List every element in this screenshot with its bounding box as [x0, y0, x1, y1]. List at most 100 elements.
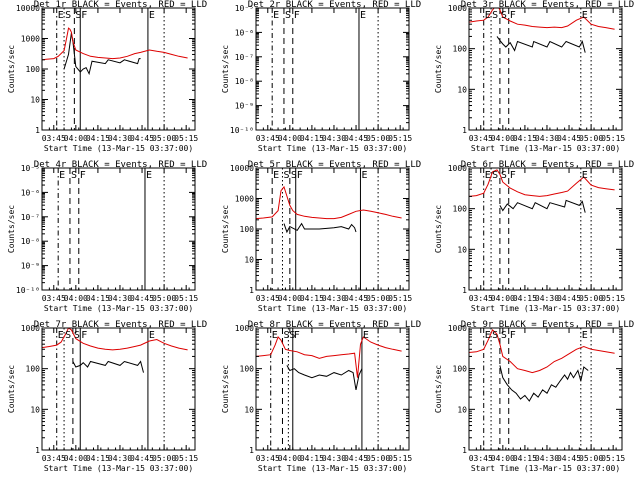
- plot-area: [256, 328, 402, 450]
- x-axis-label: Start Time (13-Mar-15 03:37:00): [44, 304, 193, 313]
- plot-frame: [255, 7, 410, 131]
- y-tick-label: 1000: [448, 4, 467, 13]
- y-axis-label: Counts/sec: [7, 45, 16, 93]
- marker-label: F: [510, 330, 516, 341]
- x-tick-label: 04:15: [86, 294, 110, 303]
- y-tick-label: 1000: [235, 195, 254, 204]
- marker-label: E: [361, 170, 367, 181]
- series-red: [256, 185, 402, 220]
- y-tick-label: 10⁻⁷: [21, 213, 40, 222]
- x-tick-label: 05:15: [601, 294, 625, 303]
- panel-title: Det 7r BLACK = Events, RED = LLD: [34, 320, 207, 330]
- x-tick-label: 05:15: [388, 454, 412, 463]
- y-axis-label: Counts/sec: [434, 45, 443, 93]
- y-tick-label: 100: [453, 205, 468, 214]
- series-red: [469, 8, 615, 30]
- x-tick-label: 04:00: [278, 454, 302, 463]
- x-tick-label: 05:15: [388, 134, 412, 143]
- y-tick-label: 1000: [235, 324, 254, 333]
- x-tick-label: 04:30: [108, 134, 132, 143]
- y-tick-label: 10⁻⁷: [235, 53, 254, 62]
- y-tick-label: 10: [30, 405, 40, 414]
- series-black: [283, 222, 357, 234]
- panel-title: Det 9r BLACK = Events, RED = LLD: [461, 320, 634, 330]
- y-tick-label: 100: [26, 365, 41, 374]
- y-tick-label: 10: [457, 85, 467, 94]
- y-tick-label: 1: [462, 286, 467, 295]
- marker-label: E: [360, 10, 366, 21]
- y-axis-label: Counts/sec: [221, 205, 230, 253]
- plot-area: [256, 168, 402, 290]
- y-tick-label: 10: [244, 256, 254, 265]
- y-tick-label: 10: [244, 405, 254, 414]
- marker-label: F: [297, 170, 303, 181]
- marker-label: S: [492, 10, 498, 21]
- x-tick-label: 05:00: [152, 134, 176, 143]
- x-tick-label: 05:15: [388, 294, 412, 303]
- x-tick-label: 04:30: [108, 454, 132, 463]
- y-tick-label: 1: [249, 446, 254, 455]
- x-tick-label: 05:00: [579, 134, 603, 143]
- y-tick-label: 10⁻¹⁰: [16, 286, 40, 295]
- plot-area: [42, 8, 188, 130]
- marker-label: S: [492, 330, 498, 341]
- x-tick-label: 04:15: [513, 134, 537, 143]
- y-tick-label: 100: [453, 365, 468, 374]
- panel-title: Det 4r BLACK = Events, RED = LLD: [34, 160, 207, 170]
- marker-label: E: [149, 10, 155, 21]
- marker-label: F: [80, 170, 86, 181]
- x-axis-label: Start Time (13-Mar-15 03:37:00): [471, 304, 620, 313]
- y-tick-label: 10⁻⁶: [235, 28, 254, 37]
- marker-label: E: [582, 170, 588, 181]
- marker-label: E: [273, 10, 279, 21]
- marker-label: S: [492, 170, 498, 181]
- plot-area: [271, 8, 379, 130]
- y-tick-label: 1: [462, 126, 467, 135]
- x-tick-label: 05:00: [579, 454, 603, 463]
- y-tick-label: 10⁻⁸: [235, 77, 254, 86]
- y-axis-label: Counts/sec: [434, 365, 443, 413]
- y-tick-label: 10000: [16, 4, 40, 13]
- plot-frame: [41, 7, 196, 131]
- x-tick-label: 04:45: [557, 454, 581, 463]
- y-tick-label: 100: [240, 365, 255, 374]
- x-tick-label: 04:15: [300, 134, 324, 143]
- marker-label: S: [283, 170, 289, 181]
- x-tick-label: 05:00: [366, 294, 390, 303]
- x-tick-label: 04:00: [64, 294, 88, 303]
- x-tick-label: 05:15: [601, 454, 625, 463]
- plot-frame: [255, 167, 410, 291]
- x-tick-label: 04:30: [322, 294, 346, 303]
- x-axis-label: Start Time (13-Mar-15 03:37:00): [471, 464, 620, 473]
- x-tick-label: 04:30: [535, 454, 559, 463]
- x-tick-label: 04:30: [535, 134, 559, 143]
- x-tick-label: 03:45: [256, 294, 280, 303]
- series-black: [63, 33, 141, 76]
- series-black: [499, 365, 589, 402]
- marker-label: E: [272, 330, 278, 341]
- x-tick-label: 04:45: [130, 294, 154, 303]
- x-tick-label: 03:45: [256, 134, 280, 143]
- x-tick-label: 04:00: [278, 134, 302, 143]
- x-tick-label: 04:00: [491, 134, 515, 143]
- plot-frame: [255, 327, 410, 451]
- x-tick-label: 04:15: [513, 294, 537, 303]
- marker-label: E: [485, 330, 491, 341]
- x-tick-label: 04:15: [300, 454, 324, 463]
- plot-area: [469, 168, 615, 290]
- x-tick-label: 04:00: [278, 294, 302, 303]
- x-tick-label: 04:30: [322, 454, 346, 463]
- panel-title: Det 8r BLACK = Events, RED = LLD: [248, 320, 421, 330]
- panel-title: Det 5r BLACK = Events, RED = LLD: [248, 160, 421, 170]
- x-tick-label: 04:15: [86, 134, 110, 143]
- y-tick-label: 10: [457, 405, 467, 414]
- panel-title: Det 6r BLACK = Events, RED = LLD: [461, 160, 634, 170]
- marker-label: S: [291, 170, 297, 181]
- marker-label: S: [289, 330, 295, 341]
- x-axis-label: Start Time (13-Mar-15 03:37:00): [258, 144, 407, 153]
